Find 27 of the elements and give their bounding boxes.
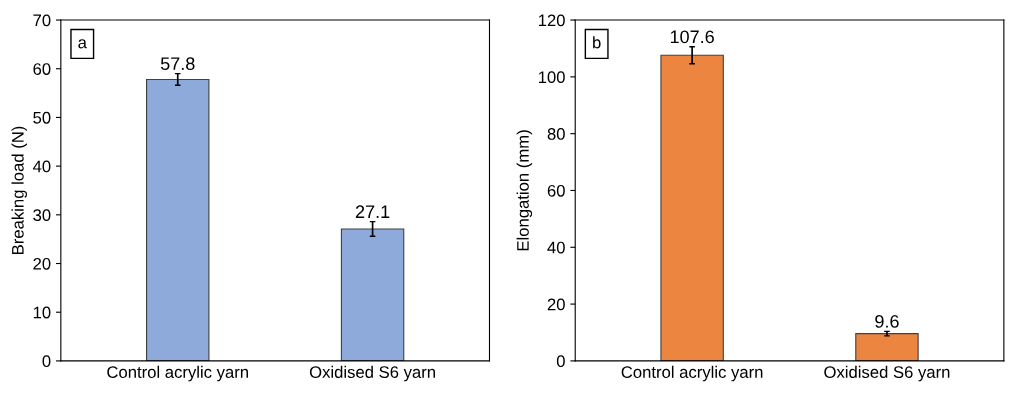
y-tick-label: 60 (547, 184, 565, 197)
y-tick-label: 80 (547, 128, 565, 140)
x-tick-label: Control acrylic yarn (621, 365, 763, 382)
y-tick-label: 50 (33, 111, 51, 124)
data-label: 27.1 (355, 205, 390, 218)
x-tick-label: Oxidised S6 yarn (309, 365, 435, 382)
data-label: 57.8 (160, 57, 195, 71)
x-tick-label: Control acrylic yarn (107, 365, 248, 382)
y-tick-label: 0 (556, 355, 565, 368)
y-tick-label: 30 (33, 209, 51, 222)
y-tick-label: 10 (33, 306, 51, 319)
y-tick-label: 20 (547, 298, 565, 311)
y-tick-label: 40 (32, 160, 51, 173)
annotation: a (78, 39, 87, 49)
y-axis-title: Breaking load (N) (11, 126, 28, 254)
x-tick-label: Oxidised S6 yarn (824, 365, 950, 382)
y-tick-label: 70 (33, 14, 51, 27)
y-tick-label: 120 (538, 14, 565, 27)
data-label: 107.6 (670, 30, 714, 44)
y-axis-title: Elongation (mm) (516, 130, 533, 251)
y-tick-label: 20 (33, 257, 51, 270)
data-label: 9.6 (875, 315, 899, 328)
y-tick-label: 0 (42, 355, 51, 368)
annotation: b (593, 36, 601, 49)
y-tick-label: 60 (33, 63, 51, 75)
y-tick-label: 40 (547, 241, 565, 254)
y-tick-label: 100 (538, 71, 565, 84)
